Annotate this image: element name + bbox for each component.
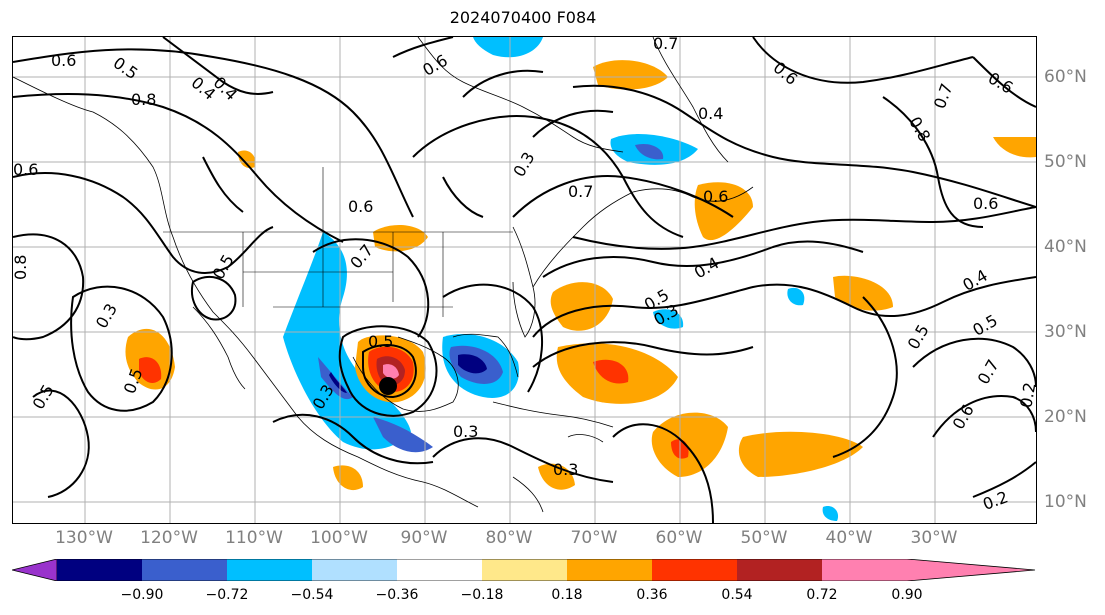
contour-label: 0.4 xyxy=(698,104,723,123)
positive-shade-atlantic-1 xyxy=(550,282,613,331)
contour-label: 0.4 xyxy=(959,266,991,295)
positive-shade-pacific-south xyxy=(333,465,363,491)
colorbar-tick: −0.90 xyxy=(120,587,164,603)
contour-label: 0.4 xyxy=(691,253,723,282)
lon-label: 50°W xyxy=(740,528,788,548)
lat-label: 20°N xyxy=(1044,407,1087,427)
contour-label: 0.6 xyxy=(51,51,76,70)
colorbar-extend-low xyxy=(12,559,58,581)
lon-label: 130°W xyxy=(55,528,113,548)
lat-label: 40°N xyxy=(1044,237,1087,257)
lat-label: 30°N xyxy=(1044,322,1087,342)
lat-label: 50°N xyxy=(1044,152,1087,172)
map-title: 2024070400 F084 xyxy=(449,8,597,27)
colorbar-tick: 0.36 xyxy=(636,587,668,603)
contour-lines xyxy=(13,37,1036,523)
contour-label: 0.4 xyxy=(210,73,241,104)
colorbar-tick: −0.72 xyxy=(205,587,249,603)
colorbar-tick: 0.54 xyxy=(721,587,753,603)
contour-label: 0.8 xyxy=(131,90,156,109)
contour-label: 0.5 xyxy=(368,332,393,351)
colorbar xyxy=(12,559,1036,581)
colorbar-tick: 0.18 xyxy=(551,587,583,603)
contour-label: 0.2 xyxy=(1016,381,1036,409)
colorbar-segment xyxy=(652,559,737,581)
contour-label: 0.5 xyxy=(29,381,58,413)
contour-label: 0.8 xyxy=(13,255,30,280)
negative-shade-gulf-east-deep xyxy=(458,354,487,374)
lat-label: 60°N xyxy=(1044,67,1087,87)
negative-shade-mexico-deep xyxy=(329,372,347,393)
negative-shade-tropic-small xyxy=(822,506,839,521)
positive-shade-canada-west xyxy=(238,150,256,169)
colorbar-tick: 0.72 xyxy=(806,587,838,603)
storm-center-marker xyxy=(379,377,397,395)
colorbar-tick: 0.90 xyxy=(891,587,923,603)
lon-label: 90°W xyxy=(400,528,448,548)
contour-label: 0.8 xyxy=(905,113,934,145)
positive-shade-tropical-atl xyxy=(738,431,863,477)
map-panel: 0.6 0.5 0.4 0.8 0.6 0.3 0.7 0.4 0.6 0.5 … xyxy=(12,36,1037,524)
contour-label: 0.6 xyxy=(13,160,38,179)
colorbar-tick: −0.18 xyxy=(460,587,504,603)
colorbar-segment xyxy=(142,559,227,581)
coastlines xyxy=(13,37,754,513)
contour-label: 0.5 xyxy=(110,53,142,83)
contour-label: 0.3 xyxy=(553,460,578,479)
colorbar-segment xyxy=(482,559,567,581)
colorbar-segment xyxy=(397,559,482,581)
colorbar-segment xyxy=(822,559,907,581)
lon-label: 70°W xyxy=(570,528,618,548)
colorbar-segment xyxy=(312,559,397,581)
colorbar-segment xyxy=(227,559,312,581)
positive-shade-east-atl xyxy=(993,137,1036,158)
colorbar-extend-high xyxy=(907,559,1035,581)
positive-shade-storm-core xyxy=(383,364,399,379)
positive-shade-atlantic-2-core xyxy=(593,359,629,384)
lon-label: 120°W xyxy=(140,528,198,548)
contour-label: 0.7 xyxy=(346,241,377,273)
negative-shade-gulf-south xyxy=(373,417,433,453)
contour-label: 0.3 xyxy=(509,149,538,181)
positive-shade-labrador xyxy=(593,60,668,90)
lon-label: 40°W xyxy=(825,528,873,548)
contour-label: 0.3 xyxy=(92,300,121,332)
contour-label: 0.6 xyxy=(770,58,802,89)
contour-label: 0.5 xyxy=(904,321,933,353)
graticule xyxy=(13,37,1036,523)
lon-label: 100°W xyxy=(310,528,368,548)
map-canvas: 0.6 0.5 0.4 0.8 0.6 0.3 0.7 0.4 0.6 0.5 … xyxy=(13,37,1036,523)
contour-label: 0.7 xyxy=(568,182,593,201)
colorbar-segment xyxy=(737,559,822,581)
lon-label: 60°W xyxy=(655,528,703,548)
contour-label: 0.7 xyxy=(974,356,1003,388)
negative-shade-mexico-core xyxy=(318,357,353,400)
contour-label: 0.6 xyxy=(348,197,373,216)
colorbar-tick: −0.54 xyxy=(290,587,334,603)
colorbar-segment xyxy=(567,559,652,581)
negative-shade-north xyxy=(473,37,543,58)
lon-label: 80°W xyxy=(485,528,533,548)
negative-shade-canada-core xyxy=(635,143,664,160)
contour-label: 0.6 xyxy=(419,51,451,80)
contour-label: 0.3 xyxy=(453,422,478,441)
contour-label: 0.6 xyxy=(973,194,998,213)
negative-shade-atl-small xyxy=(653,309,684,329)
positive-shade-pacific-core xyxy=(139,357,162,383)
colorbar-tick: −0.36 xyxy=(375,587,419,603)
contour-label: 0.6 xyxy=(703,187,728,206)
negative-shade-atl-small-2 xyxy=(787,287,805,306)
shaded-fields xyxy=(125,37,1036,521)
positive-shade-atlantic-4 xyxy=(833,275,893,311)
lon-label: 30°W xyxy=(910,528,958,548)
contour-label: 0.6 xyxy=(949,401,978,433)
positive-shade-caribbean xyxy=(651,412,728,477)
colorbar-segment xyxy=(57,559,142,581)
contour-label: 0.7 xyxy=(930,81,957,111)
contour-label: 0.7 xyxy=(653,37,678,53)
lat-label: 10°N xyxy=(1044,492,1087,512)
lon-label: 110°W xyxy=(225,528,283,548)
contour-label: 0.5 xyxy=(969,311,1001,340)
